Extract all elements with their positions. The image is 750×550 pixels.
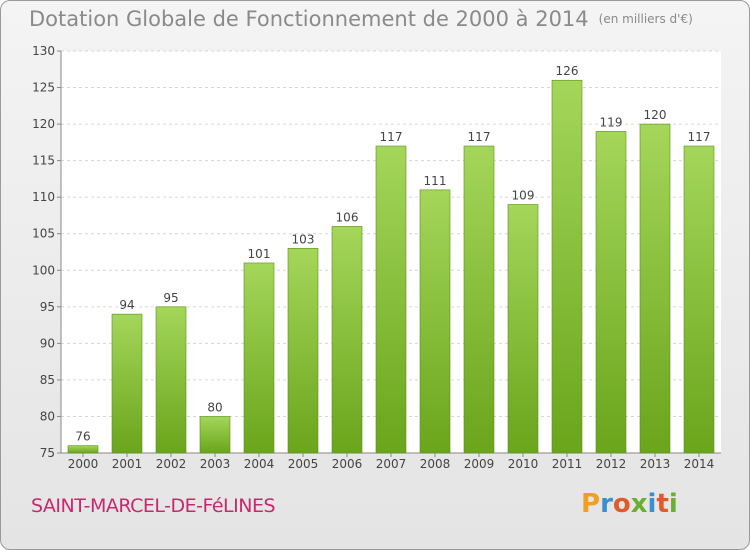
y-tick-label: 100 [32, 263, 55, 277]
bar [287, 248, 319, 454]
y-tick-label: 105 [32, 227, 55, 241]
brand-letter: i [647, 489, 657, 519]
commune-name: SAINT-MARCEL-DE-FéLINES [31, 495, 276, 517]
brand-letter: P [581, 489, 601, 519]
y-tick-label: 80 [40, 409, 55, 423]
bar-value-label: 109 [512, 188, 535, 202]
x-tick-label: 2007 [376, 457, 407, 471]
bar [463, 145, 495, 454]
y-tick-label: 90 [40, 336, 55, 350]
x-tick-label: 2014 [684, 457, 715, 471]
x-tick-label: 2009 [464, 457, 495, 471]
bar [683, 145, 715, 454]
x-tick-label: 2010 [508, 457, 539, 471]
bar [331, 226, 363, 454]
x-tick-label: 2011 [552, 457, 583, 471]
chart-title: Dotation Globale de Fonctionnement de 20… [29, 7, 589, 31]
x-tick-label: 2004 [244, 457, 275, 471]
bar [199, 416, 231, 454]
bar-value-label: 76 [75, 430, 90, 444]
y-tick-label: 120 [32, 117, 55, 131]
bar-value-label: 111 [424, 174, 447, 188]
brand-letter: r [600, 489, 613, 519]
x-tick-label: 2003 [200, 457, 231, 471]
y-tick-label: 115 [32, 154, 55, 168]
y-tick-label: 130 [32, 44, 55, 58]
bar [595, 131, 627, 454]
brand-letter: i [668, 489, 678, 519]
bar-value-label: 94 [119, 298, 134, 312]
y-tick-label: 75 [40, 446, 55, 460]
bar [375, 145, 407, 454]
brand-logo: Proxiti [581, 489, 678, 519]
x-tick-label: 2013 [640, 457, 671, 471]
x-tick-label: 2001 [112, 457, 143, 471]
y-tick-label: 95 [40, 300, 55, 314]
bar [551, 79, 583, 454]
x-tick-label: 2005 [288, 457, 319, 471]
bar-value-label: 119 [600, 115, 623, 129]
bar-value-label: 80 [207, 400, 222, 414]
bar-value-label: 117 [468, 130, 491, 144]
bar [507, 204, 539, 454]
bar-value-label: 103 [292, 232, 315, 246]
brand-letter: x [630, 489, 648, 519]
x-tick-label: 2006 [332, 457, 363, 471]
x-tick-label: 2000 [68, 457, 99, 471]
brand-letter: o [612, 489, 631, 519]
bar-value-label: 101 [248, 247, 271, 261]
x-tick-label: 2012 [596, 457, 627, 471]
bar [639, 123, 671, 454]
bar-value-label: 120 [644, 108, 667, 122]
y-tick-label: 125 [32, 81, 55, 95]
bar-value-label: 117 [380, 130, 403, 144]
bar [111, 313, 143, 454]
bar [419, 189, 451, 454]
x-tick-label: 2008 [420, 457, 451, 471]
brand-letter: t [656, 489, 669, 519]
bar-value-label: 95 [163, 291, 178, 305]
x-tick-label: 2002 [156, 457, 187, 471]
title-row: Dotation Globale de Fonctionnement de 20… [29, 7, 693, 31]
bar-value-label: 126 [556, 64, 579, 78]
bar-value-label: 106 [336, 210, 359, 224]
bar [243, 262, 275, 454]
bar [155, 306, 187, 454]
bar-value-label: 117 [688, 130, 711, 144]
y-tick-label: 85 [40, 373, 55, 387]
bar [67, 445, 99, 454]
y-tick-label: 110 [32, 190, 55, 204]
chart-unit: (en milliers d'€) [598, 12, 693, 26]
